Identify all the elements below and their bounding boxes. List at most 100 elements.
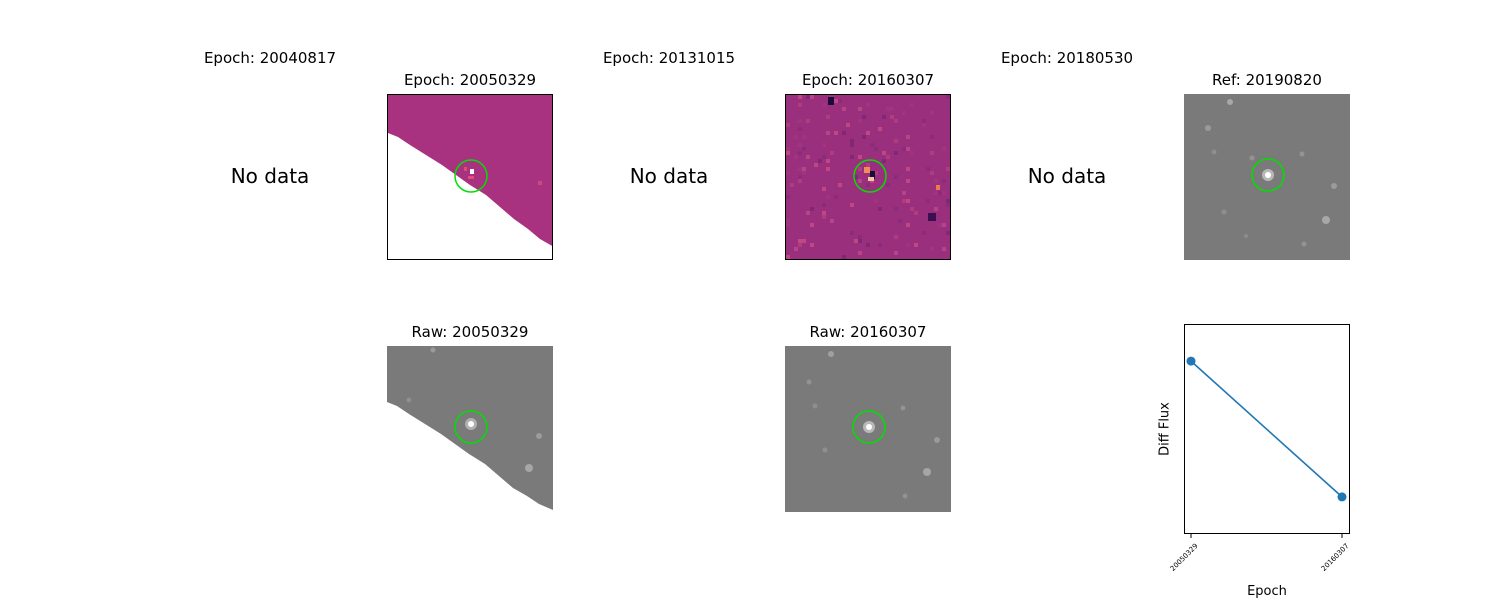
noise-pixel bbox=[806, 95, 810, 99]
noise-pixel bbox=[786, 255, 790, 259]
noise-pixel bbox=[786, 219, 790, 223]
noise-pixel bbox=[934, 207, 938, 211]
noise-pixel bbox=[538, 181, 542, 185]
noise-pixel bbox=[882, 151, 886, 155]
noise-pixel bbox=[798, 175, 802, 179]
noise-pixel bbox=[906, 147, 910, 151]
noise-pixel bbox=[894, 151, 898, 155]
noise-pixel bbox=[810, 223, 814, 227]
star bbox=[536, 433, 542, 439]
noise-pixel bbox=[866, 163, 870, 167]
noise-pixel bbox=[858, 119, 862, 123]
noise-pixel bbox=[922, 123, 926, 127]
noise-pixel bbox=[886, 155, 890, 159]
star bbox=[822, 447, 828, 453]
star bbox=[1331, 183, 1337, 189]
noise-pixel bbox=[886, 107, 890, 111]
noise-pixel bbox=[878, 243, 882, 247]
noise-texture bbox=[786, 95, 950, 259]
epoch-title-4: Epoch: 20160307 bbox=[801, 71, 935, 89]
noise-pixel bbox=[942, 191, 946, 195]
noise-pixel bbox=[786, 123, 790, 127]
noise-pixel bbox=[906, 135, 910, 139]
noise-pixel bbox=[798, 151, 802, 155]
no-coverage-mask bbox=[388, 133, 552, 259]
noise-pixel bbox=[822, 155, 826, 159]
noise-pixel bbox=[858, 155, 862, 159]
noise-pixel bbox=[936, 185, 940, 190]
noise-pixel bbox=[838, 183, 842, 187]
star bbox=[923, 468, 931, 476]
noise-pixel bbox=[942, 147, 946, 151]
noise-pixel bbox=[874, 199, 878, 203]
epoch-title-2: Epoch: 20050329 bbox=[403, 71, 537, 89]
noise-pixel bbox=[786, 147, 790, 151]
noise-pixel bbox=[802, 239, 806, 243]
noise-pixel bbox=[834, 131, 838, 135]
noise-pixel bbox=[826, 195, 830, 199]
target-circle bbox=[1251, 158, 1285, 192]
noise-pixel bbox=[830, 151, 834, 155]
negative-pixel bbox=[870, 171, 875, 179]
series-line bbox=[1190, 360, 1343, 498]
raw-image-20160307 bbox=[785, 346, 951, 512]
noise-pixel bbox=[834, 195, 838, 199]
y-axis-label: Diff Flux bbox=[1157, 402, 1173, 456]
no-coverage-mask bbox=[387, 402, 553, 512]
noise-pixel bbox=[806, 155, 810, 159]
noise-pixel bbox=[794, 247, 798, 251]
noise-pixel bbox=[894, 175, 898, 179]
noise-pixel bbox=[930, 151, 934, 155]
raw-image-20050329 bbox=[387, 346, 553, 512]
star bbox=[1244, 234, 1248, 238]
noise-pixel bbox=[894, 119, 898, 123]
noise-pixel bbox=[822, 203, 826, 207]
noise-pixel bbox=[842, 131, 846, 135]
noise-pixel bbox=[790, 183, 794, 187]
noise-pixel bbox=[946, 231, 950, 235]
diff-image-20160307 bbox=[785, 94, 951, 260]
noise-pixel bbox=[874, 171, 878, 175]
noise-pixel bbox=[902, 111, 906, 115]
noise-pixel bbox=[826, 167, 830, 171]
noise-pixel bbox=[826, 115, 830, 119]
noise-pixel bbox=[838, 99, 842, 103]
noise-pixel bbox=[894, 251, 898, 255]
noise-pixel bbox=[906, 179, 910, 183]
noise-pixel bbox=[906, 167, 910, 171]
noise-pixel bbox=[946, 203, 950, 207]
noise-pixel bbox=[906, 199, 910, 203]
noise-pixel bbox=[926, 199, 930, 203]
noise-pixel bbox=[878, 127, 882, 131]
star bbox=[1211, 149, 1217, 155]
source-pixel bbox=[464, 167, 467, 171]
noise-pixel bbox=[810, 243, 814, 247]
light-curve-plot bbox=[1184, 324, 1350, 538]
noise-pixel bbox=[862, 115, 866, 119]
noise-pixel bbox=[802, 167, 806, 171]
noise-pixel bbox=[866, 103, 870, 107]
noise-pixel bbox=[850, 139, 854, 143]
noise-pixel bbox=[814, 163, 818, 167]
noise-pixel bbox=[946, 95, 950, 99]
no-data-label-1: No data bbox=[230, 164, 310, 188]
noise-pixel bbox=[858, 107, 862, 111]
noise-pixel bbox=[822, 143, 826, 147]
noise-pixel bbox=[798, 179, 802, 183]
noise-pixel bbox=[858, 167, 862, 171]
noise-pixel bbox=[786, 171, 790, 175]
x-tick-label: 20050329 bbox=[1168, 542, 1200, 573]
noise-pixel bbox=[842, 255, 846, 259]
noise-pixel bbox=[826, 131, 830, 135]
noise-pixel bbox=[802, 135, 806, 139]
noise-pixel bbox=[866, 183, 870, 187]
epoch-title-5: Epoch: 20180530 bbox=[1000, 49, 1134, 67]
noise-pixel bbox=[894, 139, 898, 143]
noise-pixel bbox=[914, 243, 918, 247]
noise-pixel bbox=[926, 167, 930, 171]
noise-pixel bbox=[890, 107, 894, 111]
noise-pixel bbox=[854, 175, 858, 179]
noise-pixel bbox=[930, 247, 934, 251]
noise-pixel bbox=[850, 231, 854, 235]
noise-pixel bbox=[826, 159, 830, 163]
